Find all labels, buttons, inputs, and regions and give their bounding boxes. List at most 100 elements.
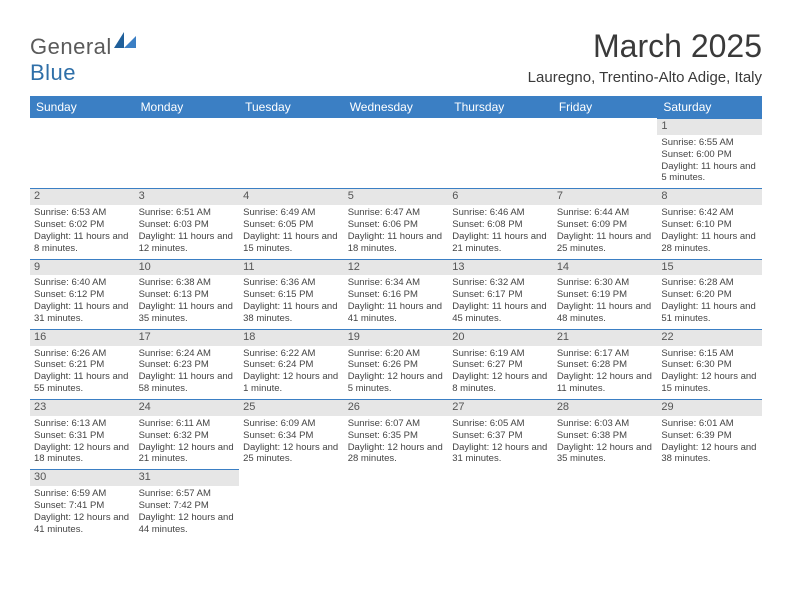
sunset: Sunset: 6:21 PM — [34, 359, 131, 371]
day-number: 6 — [448, 188, 553, 205]
day-content: Sunrise: 6:36 AMSunset: 6:15 PMDaylight:… — [239, 275, 344, 329]
day-content: Sunrise: 6:26 AMSunset: 6:21 PMDaylight:… — [30, 346, 135, 400]
sunset: Sunset: 6:15 PM — [243, 289, 340, 301]
daylight: Daylight: 12 hours and 18 minutes. — [34, 442, 131, 466]
day-number: 27 — [448, 399, 553, 416]
calendar-cell: 16Sunrise: 6:26 AMSunset: 6:21 PMDayligh… — [30, 329, 135, 399]
day-content: Sunrise: 6:05 AMSunset: 6:37 PMDaylight:… — [448, 416, 553, 470]
daylight: Daylight: 12 hours and 38 minutes. — [661, 442, 758, 466]
calendar-cell: 14Sunrise: 6:30 AMSunset: 6:19 PMDayligh… — [553, 259, 658, 329]
sunset: Sunset: 6:09 PM — [557, 219, 654, 231]
calendar-cell — [344, 469, 449, 539]
sunset: Sunset: 6:30 PM — [661, 359, 758, 371]
calendar-cell: 12Sunrise: 6:34 AMSunset: 6:16 PMDayligh… — [344, 259, 449, 329]
daylight: Daylight: 11 hours and 51 minutes. — [661, 301, 758, 325]
calendar-cell: 27Sunrise: 6:05 AMSunset: 6:37 PMDayligh… — [448, 399, 553, 469]
daylight: Daylight: 11 hours and 41 minutes. — [348, 301, 445, 325]
sunset: Sunset: 6:19 PM — [557, 289, 654, 301]
daylight: Daylight: 12 hours and 8 minutes. — [452, 371, 549, 395]
calendar-page: GeneralBlue March 2025 Lauregno, Trentin… — [0, 0, 792, 560]
calendar-row: 9Sunrise: 6:40 AMSunset: 6:12 PMDaylight… — [30, 259, 762, 329]
daylight: Daylight: 11 hours and 35 minutes. — [139, 301, 236, 325]
sunset: Sunset: 6:00 PM — [661, 149, 758, 161]
sunrise: Sunrise: 6:55 AM — [661, 137, 758, 149]
calendar-cell: 19Sunrise: 6:20 AMSunset: 6:26 PMDayligh… — [344, 329, 449, 399]
calendar-row: 2Sunrise: 6:53 AMSunset: 6:02 PMDaylight… — [30, 188, 762, 258]
calendar-cell: 21Sunrise: 6:17 AMSunset: 6:28 PMDayligh… — [553, 329, 658, 399]
sunset: Sunset: 6:13 PM — [139, 289, 236, 301]
calendar-cell: 26Sunrise: 6:07 AMSunset: 6:35 PMDayligh… — [344, 399, 449, 469]
day-content: Sunrise: 6:49 AMSunset: 6:05 PMDaylight:… — [239, 205, 344, 259]
daylight: Daylight: 11 hours and 55 minutes. — [34, 371, 131, 395]
calendar-cell: 25Sunrise: 6:09 AMSunset: 6:34 PMDayligh… — [239, 399, 344, 469]
day-number: 23 — [30, 399, 135, 416]
calendar-cell: 28Sunrise: 6:03 AMSunset: 6:38 PMDayligh… — [553, 399, 658, 469]
daylight: Daylight: 12 hours and 44 minutes. — [139, 512, 236, 536]
day-number: 3 — [135, 188, 240, 205]
day-content: Sunrise: 6:46 AMSunset: 6:08 PMDaylight:… — [448, 205, 553, 259]
day-content: Sunrise: 6:47 AMSunset: 6:06 PMDaylight:… — [344, 205, 449, 259]
daylight: Daylight: 11 hours and 48 minutes. — [557, 301, 654, 325]
daylight: Daylight: 11 hours and 28 minutes. — [661, 231, 758, 255]
sunrise: Sunrise: 6:15 AM — [661, 348, 758, 360]
logo-text: GeneralBlue — [30, 32, 136, 86]
sunset: Sunset: 6:39 PM — [661, 430, 758, 442]
daylight: Daylight: 11 hours and 31 minutes. — [34, 301, 131, 325]
daylight: Daylight: 12 hours and 25 minutes. — [243, 442, 340, 466]
day-number: 15 — [657, 259, 762, 276]
calendar-cell: 8Sunrise: 6:42 AMSunset: 6:10 PMDaylight… — [657, 188, 762, 258]
logo-general: Genera — [30, 34, 106, 59]
day-number: 4 — [239, 188, 344, 205]
sunset: Sunset: 6:23 PM — [139, 359, 236, 371]
calendar-cell — [239, 469, 344, 539]
day-content: Sunrise: 6:22 AMSunset: 6:24 PMDaylight:… — [239, 346, 344, 400]
calendar-cell: 10Sunrise: 6:38 AMSunset: 6:13 PMDayligh… — [135, 259, 240, 329]
day-content: Sunrise: 6:13 AMSunset: 6:31 PMDaylight:… — [30, 416, 135, 470]
logo-flag-icon — [114, 32, 136, 48]
calendar-cell — [344, 118, 449, 188]
day-content: Sunrise: 6:44 AMSunset: 6:09 PMDaylight:… — [553, 205, 658, 259]
day-content: Sunrise: 6:28 AMSunset: 6:20 PMDaylight:… — [657, 275, 762, 329]
daylight: Daylight: 11 hours and 15 minutes. — [243, 231, 340, 255]
calendar-cell: 20Sunrise: 6:19 AMSunset: 6:27 PMDayligh… — [448, 329, 553, 399]
calendar-cell: 9Sunrise: 6:40 AMSunset: 6:12 PMDaylight… — [30, 259, 135, 329]
day-number: 13 — [448, 259, 553, 276]
calendar-cell — [553, 118, 658, 188]
sunset: Sunset: 6:28 PM — [557, 359, 654, 371]
sunset: Sunset: 6:38 PM — [557, 430, 654, 442]
calendar-cell — [448, 469, 553, 539]
daylight: Daylight: 11 hours and 38 minutes. — [243, 301, 340, 325]
sunrise: Sunrise: 6:49 AM — [243, 207, 340, 219]
sunrise: Sunrise: 6:44 AM — [557, 207, 654, 219]
daylight: Daylight: 12 hours and 1 minute. — [243, 371, 340, 395]
daylight: Daylight: 11 hours and 21 minutes. — [452, 231, 549, 255]
day-number: 20 — [448, 329, 553, 346]
sunrise: Sunrise: 6:11 AM — [139, 418, 236, 430]
day-content: Sunrise: 6:57 AMSunset: 7:42 PMDaylight:… — [135, 486, 240, 540]
day-number: 28 — [553, 399, 658, 416]
day-number: 24 — [135, 399, 240, 416]
daylight: Daylight: 12 hours and 21 minutes. — [139, 442, 236, 466]
day-content: Sunrise: 6:20 AMSunset: 6:26 PMDaylight:… — [344, 346, 449, 400]
sunrise: Sunrise: 6:13 AM — [34, 418, 131, 430]
day-number: 2 — [30, 188, 135, 205]
calendar-cell: 3Sunrise: 6:51 AMSunset: 6:03 PMDaylight… — [135, 188, 240, 258]
daylight: Daylight: 12 hours and 31 minutes. — [452, 442, 549, 466]
sunrise: Sunrise: 6:40 AM — [34, 277, 131, 289]
calendar-row: 1Sunrise: 6:55 AMSunset: 6:00 PMDaylight… — [30, 118, 762, 188]
sunrise: Sunrise: 6:53 AM — [34, 207, 131, 219]
day-number: 8 — [657, 188, 762, 205]
day-number: 10 — [135, 259, 240, 276]
daylight: Daylight: 11 hours and 58 minutes. — [139, 371, 236, 395]
day-number: 18 — [239, 329, 344, 346]
day-number: 17 — [135, 329, 240, 346]
day-content: Sunrise: 6:42 AMSunset: 6:10 PMDaylight:… — [657, 205, 762, 259]
sunrise: Sunrise: 6:22 AM — [243, 348, 340, 360]
day-number: 5 — [344, 188, 449, 205]
day-number: 1 — [657, 118, 762, 135]
day-content: Sunrise: 6:17 AMSunset: 6:28 PMDaylight:… — [553, 346, 658, 400]
day-number: 14 — [553, 259, 658, 276]
sunset: Sunset: 6:37 PM — [452, 430, 549, 442]
day-number: 12 — [344, 259, 449, 276]
calendar-cell: 13Sunrise: 6:32 AMSunset: 6:17 PMDayligh… — [448, 259, 553, 329]
